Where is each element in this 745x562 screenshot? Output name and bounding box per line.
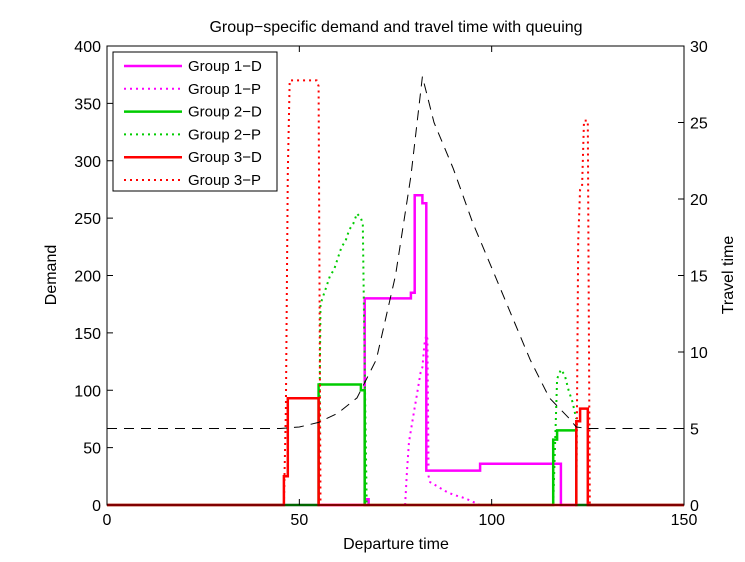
y-tick-label: 250: [74, 211, 101, 228]
y2-tick-label: 20: [690, 192, 708, 209]
axes-layer: 0 50 100 1500501001502002503003504000510152…: [74, 39, 708, 529]
series-line-group-1-d: [107, 193, 684, 507]
chart-title: Group−specific demand and travel time wi…: [209, 19, 582, 36]
series-line-group-3-p: [282, 79, 591, 506]
legend-label: Group 2−P: [188, 126, 261, 143]
y2-tick-label: 5: [690, 422, 699, 439]
y-tick-label: 200: [74, 269, 101, 286]
y2-tick-label: 30: [690, 39, 708, 56]
y-tick-label: 300: [74, 154, 101, 171]
y-tick-label: 0: [92, 498, 101, 515]
x-tick-label: 0: [103, 512, 112, 529]
x-axis-label: Departure time: [343, 536, 449, 553]
y-tick-label: 400: [74, 39, 101, 56]
y-tick-label: 150: [74, 326, 101, 343]
y2-tick-label: 15: [690, 269, 708, 286]
y-tick-label: 100: [74, 383, 101, 400]
y2-tick-label: 0: [690, 498, 699, 515]
x-tick-label: 100: [478, 512, 505, 529]
legend: Group 1−D Group 1−P Group 2−D Group 2−P Grou…: [112, 51, 278, 192]
legend-label: Group 1−D: [188, 58, 262, 75]
legend-label: Group 3−D: [188, 149, 262, 166]
x-tick-label: 150: [671, 512, 698, 529]
series-line-group-1-p: [404, 331, 481, 506]
y-tick-label: 50: [83, 441, 101, 458]
y-axis-label: Demand: [43, 245, 60, 305]
legend-box: [112, 51, 278, 192]
legend-label: Group 2−D: [188, 104, 262, 121]
y-tick-label: 350: [74, 96, 101, 113]
series-line-travel-time: [107, 76, 684, 429]
x-tick-label: 50: [290, 512, 308, 529]
y2-axis-label: Travel time: [720, 236, 737, 315]
y2-tick-label: 10: [690, 345, 708, 362]
legend-label: Group 1−P: [188, 81, 261, 98]
legend-label: Group 3−P: [188, 172, 261, 189]
y2-tick-label: 25: [690, 116, 708, 133]
